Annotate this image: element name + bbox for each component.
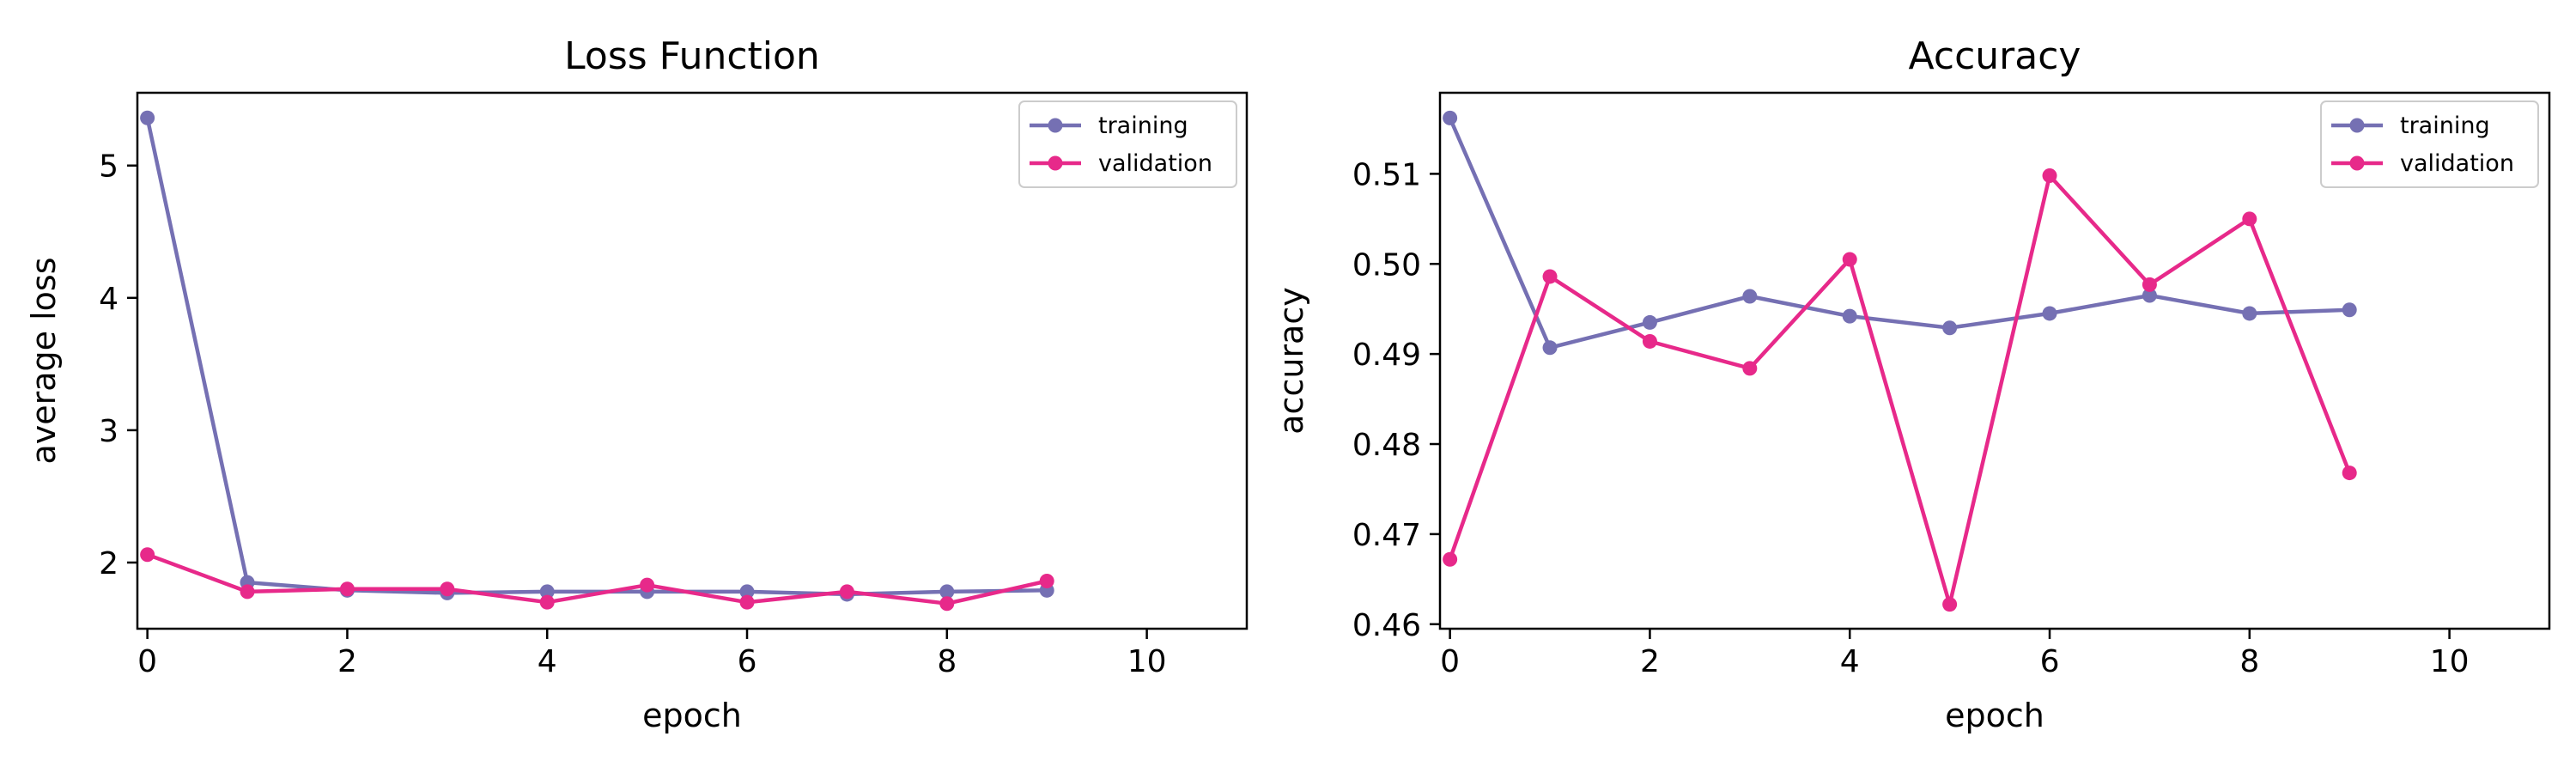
data-point-validation-8 xyxy=(2242,211,2257,227)
data-point-training-0 xyxy=(140,110,155,125)
plot-frame xyxy=(1438,91,2551,630)
series-training xyxy=(1443,110,2357,356)
data-point-validation-7 xyxy=(2142,277,2157,292)
series-training xyxy=(140,110,1054,602)
series-validation xyxy=(1443,167,2357,612)
y-tick-label: 2 xyxy=(99,546,118,581)
data-point-validation-5 xyxy=(1942,597,1958,612)
data-point-training-4 xyxy=(1842,308,1857,324)
x-tick-label: 6 xyxy=(738,644,757,679)
x-tick-label: 8 xyxy=(2239,644,2259,679)
data-point-validation-3 xyxy=(440,581,455,597)
legend-marker-training xyxy=(2349,118,2365,133)
series-line-training xyxy=(1448,117,2350,350)
x-tick-label: 4 xyxy=(538,644,557,679)
y-tick-label: 0.48 xyxy=(1352,428,1421,463)
data-point-validation-1 xyxy=(240,584,255,600)
data-point-validation-5 xyxy=(640,577,655,593)
y-axis-label: average loss xyxy=(25,257,63,464)
y-tick-label: 3 xyxy=(99,414,118,449)
x-tick-label: 4 xyxy=(1840,644,1860,679)
y-axis-label: accuracy xyxy=(1273,287,1310,434)
x-tick-label: 0 xyxy=(137,644,157,679)
data-point-validation-6 xyxy=(2042,167,2057,183)
data-point-validation-2 xyxy=(1642,333,1657,349)
data-point-validation-7 xyxy=(839,584,854,600)
legend-marker-validation xyxy=(1048,155,1063,171)
legend-label-training: training xyxy=(1098,113,1188,139)
legend: training validation xyxy=(2320,100,2539,188)
series-line-training xyxy=(145,117,1048,597)
y-tick-label: 0.46 xyxy=(1352,608,1421,643)
plot-frame xyxy=(136,91,1249,630)
chart-title: Loss Function xyxy=(564,34,820,78)
series-line-validation xyxy=(146,552,1048,606)
y-tick-label: 4 xyxy=(99,282,118,317)
legend-label-validation: validation xyxy=(2400,150,2514,177)
x-tick-label: 2 xyxy=(1640,644,1660,679)
data-point-validation-4 xyxy=(1842,252,1857,267)
legend: training validation xyxy=(1018,100,1237,188)
data-point-training-6 xyxy=(2042,306,2057,321)
y-tick-label: 5 xyxy=(99,149,118,185)
data-point-training-3 xyxy=(1742,289,1758,304)
y-tick-label: 0.51 xyxy=(1352,157,1421,192)
x-tick-label: 2 xyxy=(337,644,357,679)
data-point-training-2 xyxy=(1642,314,1657,330)
data-point-validation-8 xyxy=(939,596,955,612)
x-axis-label: epoch xyxy=(642,697,742,734)
y-tick-label: 0.50 xyxy=(1352,247,1421,283)
x-tick-label: 6 xyxy=(2040,644,2060,679)
series-line-validation xyxy=(1448,173,2352,606)
y-tick-label: 0.47 xyxy=(1352,518,1421,553)
x-tick-label: 10 xyxy=(1127,644,1167,679)
data-point-validation-9 xyxy=(2342,466,2357,481)
data-point-training-4 xyxy=(539,584,555,600)
series-validation xyxy=(140,547,1054,612)
data-point-training-7 xyxy=(2142,288,2157,303)
legend-box xyxy=(1018,100,1237,188)
data-point-training-8 xyxy=(2242,306,2257,321)
chart-title: Accuracy xyxy=(1909,34,2081,78)
data-point-training-9 xyxy=(2342,302,2357,318)
data-point-training-8 xyxy=(939,584,955,600)
accuracy-chart: Accuracy 0 2 4 6 8 10 0.46 0.47 0.48 0.49 0.50 0.51 e… xyxy=(1273,34,2551,734)
data-point-validation-0 xyxy=(140,547,155,563)
data-point-validation-6 xyxy=(739,594,755,610)
legend-marker-training xyxy=(1048,118,1063,133)
data-point-validation-2 xyxy=(339,581,355,597)
data-point-training-6 xyxy=(739,584,755,600)
x-tick-label: 10 xyxy=(2430,644,2470,679)
data-point-validation-3 xyxy=(1742,361,1758,376)
data-point-validation-0 xyxy=(1443,551,1458,567)
data-point-training-5 xyxy=(1942,320,1958,336)
legend-box xyxy=(2320,100,2539,188)
data-point-training-0 xyxy=(1443,110,1458,125)
x-tick-label: 8 xyxy=(937,644,957,679)
x-axis-label: epoch xyxy=(1945,697,2044,734)
data-point-validation-1 xyxy=(1542,269,1558,284)
legend-marker-validation xyxy=(2349,155,2365,171)
legend-label-validation: validation xyxy=(1098,150,1212,177)
data-point-training-1 xyxy=(1542,340,1558,356)
x-tick-label: 0 xyxy=(1440,644,1460,679)
y-tick-label: 0.49 xyxy=(1352,338,1421,373)
loss-chart: Loss Function 0 2 4 6 8 10 2 3 4 5 epoch average los… xyxy=(25,34,1249,734)
data-point-validation-9 xyxy=(1039,574,1054,589)
data-point-validation-4 xyxy=(539,594,555,610)
legend-label-training: training xyxy=(2400,113,2490,139)
